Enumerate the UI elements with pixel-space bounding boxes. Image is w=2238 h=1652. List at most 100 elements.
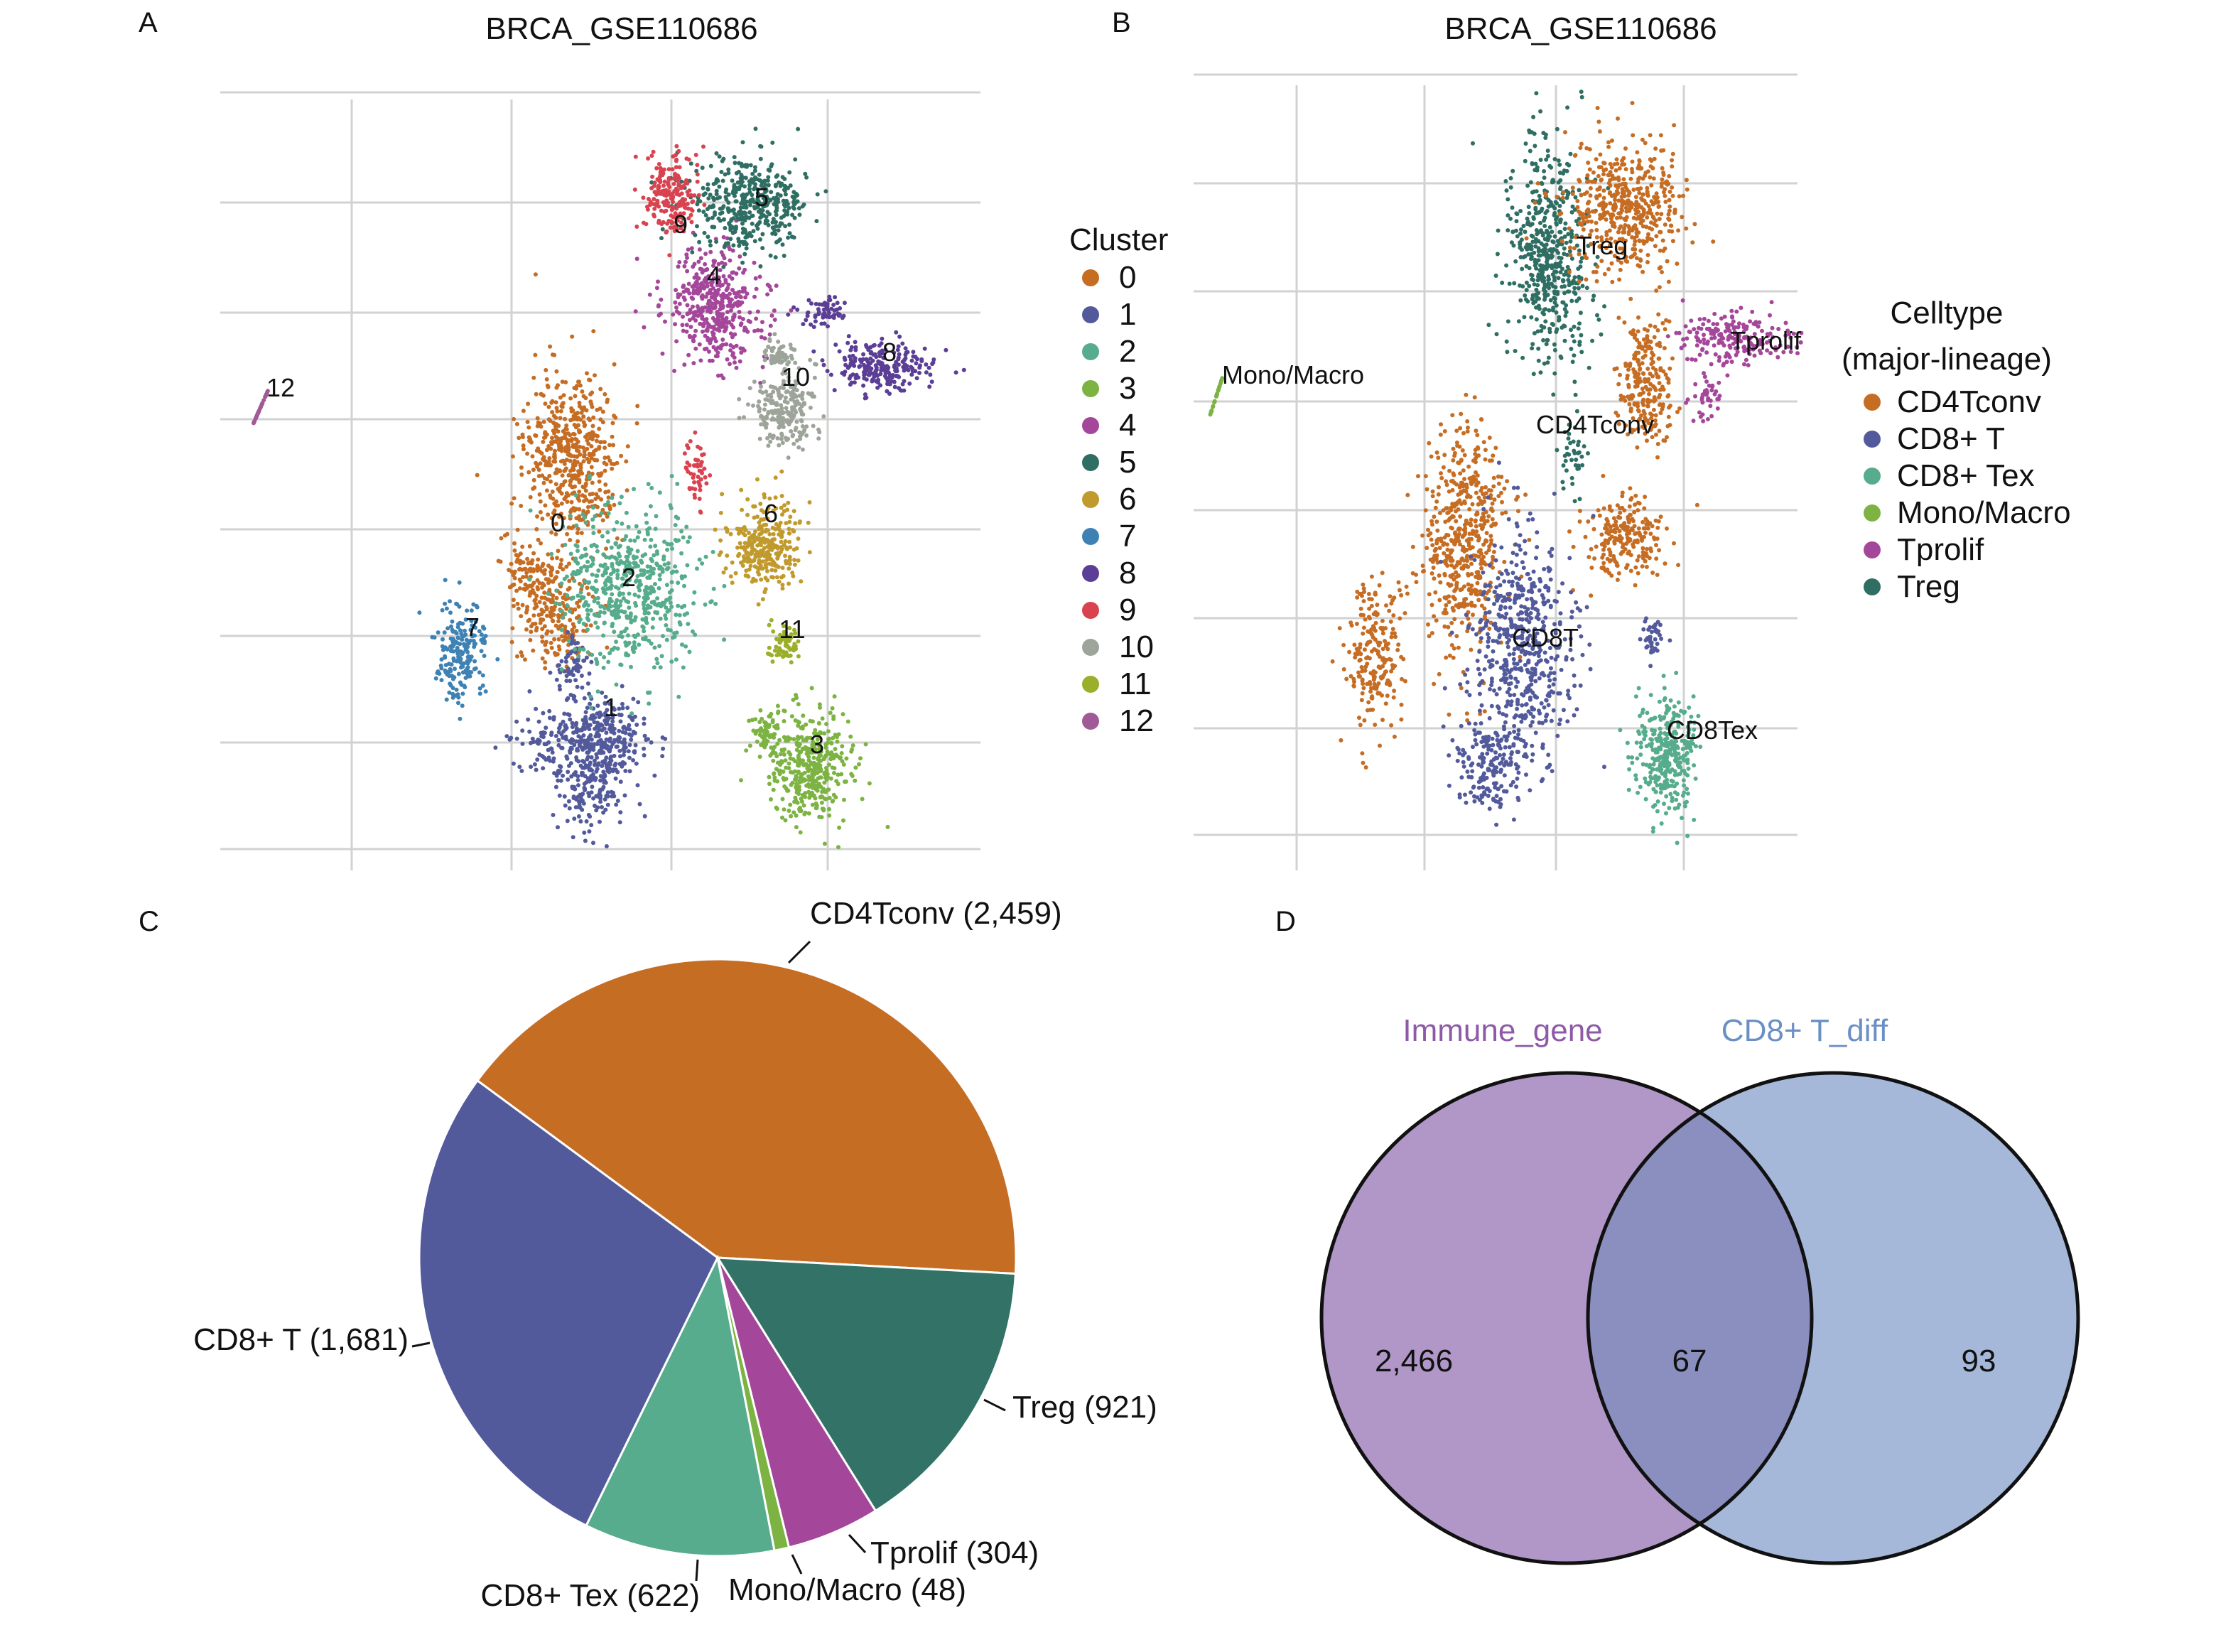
umap-a-point — [550, 352, 555, 357]
umap-a-point — [612, 608, 617, 613]
umap-a-point — [514, 588, 519, 593]
umap-a-point — [903, 346, 908, 351]
umap-a-point — [721, 274, 726, 279]
umap-a-point — [753, 717, 758, 722]
umap-a-point — [837, 312, 842, 317]
umap-a-point — [875, 385, 880, 390]
umap-a-point — [611, 567, 616, 572]
legend-a-label-5: 5 — [1119, 445, 1136, 480]
umap-a-point — [556, 615, 561, 620]
umap-a-point — [813, 747, 818, 752]
umap-a-point — [582, 782, 587, 787]
umap-a-point — [755, 328, 760, 333]
umap-a-point — [583, 710, 588, 715]
umap-a-point — [586, 581, 591, 585]
umap-a-point — [714, 151, 719, 156]
umap-a-point — [653, 582, 657, 586]
umap-a-point — [586, 460, 591, 465]
umap-a-point — [582, 696, 587, 701]
umap-a-point — [750, 171, 755, 176]
umap-a-point — [700, 329, 705, 334]
umap-a-point — [593, 373, 597, 378]
umap-a-point — [634, 578, 639, 583]
umap-a-point — [737, 396, 742, 401]
umap-a-point — [557, 726, 561, 730]
umap-a-point — [745, 497, 750, 502]
umap-a-point — [768, 253, 773, 258]
umap-a-point — [642, 537, 647, 542]
umap-a-point — [753, 276, 758, 281]
umap-a-point — [561, 524, 566, 529]
umap-a-point — [771, 217, 776, 222]
umap-a-point — [603, 694, 608, 699]
umap-a-point — [674, 612, 679, 617]
umap-a-point — [813, 806, 818, 811]
umap-a-point — [683, 180, 688, 185]
umap-a-point — [788, 653, 793, 658]
umap-a-point — [823, 745, 828, 750]
umap-a-point — [541, 439, 546, 444]
umap-a-point — [838, 306, 843, 311]
umap-a-point — [780, 512, 784, 517]
umap-b-point — [1528, 149, 1532, 153]
umap-a-point — [747, 183, 752, 188]
umap-a-point — [731, 303, 736, 308]
umap-a-point — [778, 752, 783, 757]
umap-a-point — [582, 449, 587, 454]
umap-a-point — [752, 294, 757, 299]
umap-a-point — [602, 605, 607, 610]
umap-a-point — [726, 206, 731, 211]
umap-a-point — [443, 655, 448, 660]
umap-a-point — [723, 172, 728, 177]
umap-a-point — [799, 579, 804, 584]
umap-a-point — [582, 785, 587, 790]
umap-a-point — [756, 199, 761, 204]
umap-a-point — [757, 728, 762, 733]
umap-a-point — [562, 576, 567, 581]
umap-a-point — [627, 578, 632, 583]
umap-a-point — [626, 633, 630, 638]
umap-a-point — [917, 370, 921, 375]
umap-a-point — [771, 509, 776, 514]
umap-a-point — [789, 770, 793, 774]
umap-a-point — [642, 746, 647, 751]
umap-a-point — [741, 554, 746, 559]
umap-a-point — [626, 549, 630, 554]
umap-a-point — [730, 288, 735, 292]
umap-a-point — [762, 740, 767, 745]
umap-a-point — [777, 579, 782, 584]
umap-a-point — [624, 564, 629, 569]
umap-a-point — [602, 468, 607, 473]
cluster-label-6: 6 — [764, 499, 778, 528]
umap-a-point — [778, 385, 783, 390]
umap-a-point — [806, 789, 811, 794]
umap-a-point — [652, 645, 657, 650]
umap-a-point — [751, 576, 756, 581]
umap-a-point — [531, 477, 536, 482]
umap-a-point — [926, 365, 931, 370]
umap-a-point — [627, 563, 632, 568]
umap-a-point — [686, 247, 691, 252]
umap-a-point — [779, 403, 784, 408]
umap-a-point — [618, 662, 623, 667]
umap-a-point — [781, 573, 786, 578]
umap-b-point — [1555, 126, 1559, 131]
umap-a-point — [718, 550, 723, 555]
umap-a-point — [759, 577, 764, 582]
umap-a-point — [767, 432, 772, 437]
umap-a-point — [258, 406, 263, 411]
umap-a-point — [463, 668, 468, 673]
umap-a-point — [783, 395, 788, 400]
umap-a-point — [529, 584, 534, 589]
umap-a-point — [778, 520, 783, 525]
umap-a-point — [767, 645, 772, 650]
umap-a-point — [900, 341, 905, 346]
umap-a-point — [554, 369, 559, 374]
umap-a-point — [782, 176, 787, 181]
umap-a-point — [637, 642, 642, 647]
umap-a-point — [704, 317, 709, 322]
umap-a-point — [575, 439, 580, 444]
umap-a-point — [786, 312, 791, 317]
umap-a-point — [790, 194, 795, 199]
